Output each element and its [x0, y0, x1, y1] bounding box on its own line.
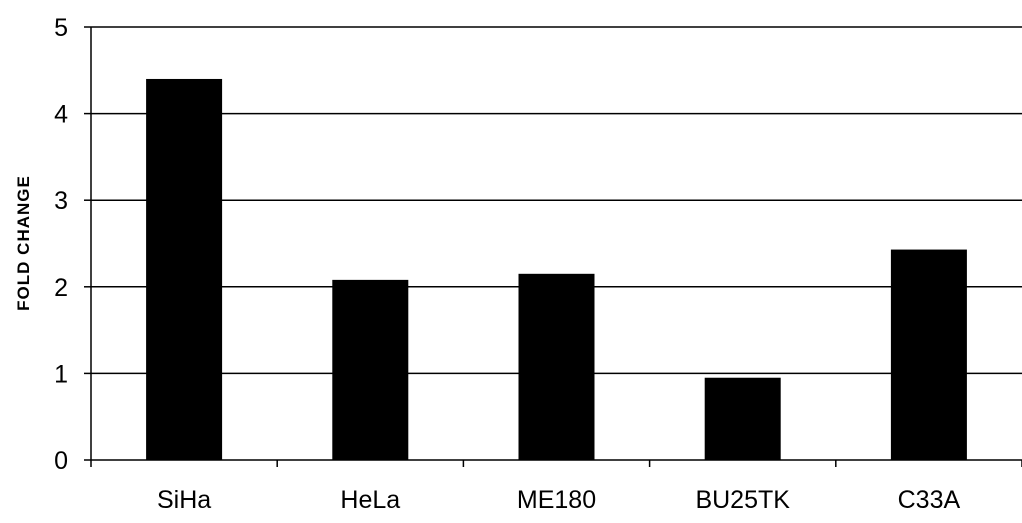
y-axis-title: FOLD CHANGE [14, 175, 33, 311]
bar-bu25tk [704, 377, 781, 460]
y-tick-label: 4 [54, 101, 68, 129]
bar-hela [332, 279, 409, 460]
bar-me180 [518, 273, 595, 460]
x-tick-label: HeLa [340, 486, 400, 514]
y-tick-label: 3 [54, 187, 68, 215]
x-tick-labels: SiHa HeLa ME180 BU25TK C33A [90, 460, 1022, 514]
y-tick-label: 1 [54, 360, 68, 388]
y-tick-label: 5 [54, 14, 68, 42]
bar-c33a [890, 249, 967, 460]
x-tick-label: SiHa [157, 486, 211, 514]
y-tick-label: 2 [54, 274, 68, 302]
x-tick-label: BU25TK [695, 486, 790, 514]
x-tick-label: C33A [898, 486, 961, 514]
axes [90, 27, 1022, 461]
y-tick-label: 0 [54, 447, 68, 475]
bar-siha [146, 78, 223, 461]
gridlines [91, 26, 1022, 375]
y-tick-labels: 0 1 2 3 4 5 [54, 14, 91, 475]
x-tick-label: ME180 [517, 486, 596, 514]
bars [146, 78, 967, 461]
